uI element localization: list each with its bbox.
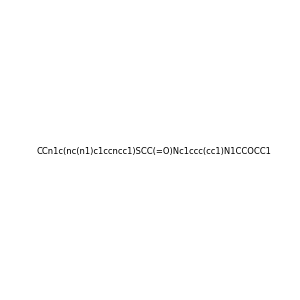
Text: CCn1c(nc(n1)c1ccncc1)SCC(=O)Nc1ccc(cc1)N1CCOCC1: CCn1c(nc(n1)c1ccncc1)SCC(=O)Nc1ccc(cc1)N…: [36, 147, 271, 156]
